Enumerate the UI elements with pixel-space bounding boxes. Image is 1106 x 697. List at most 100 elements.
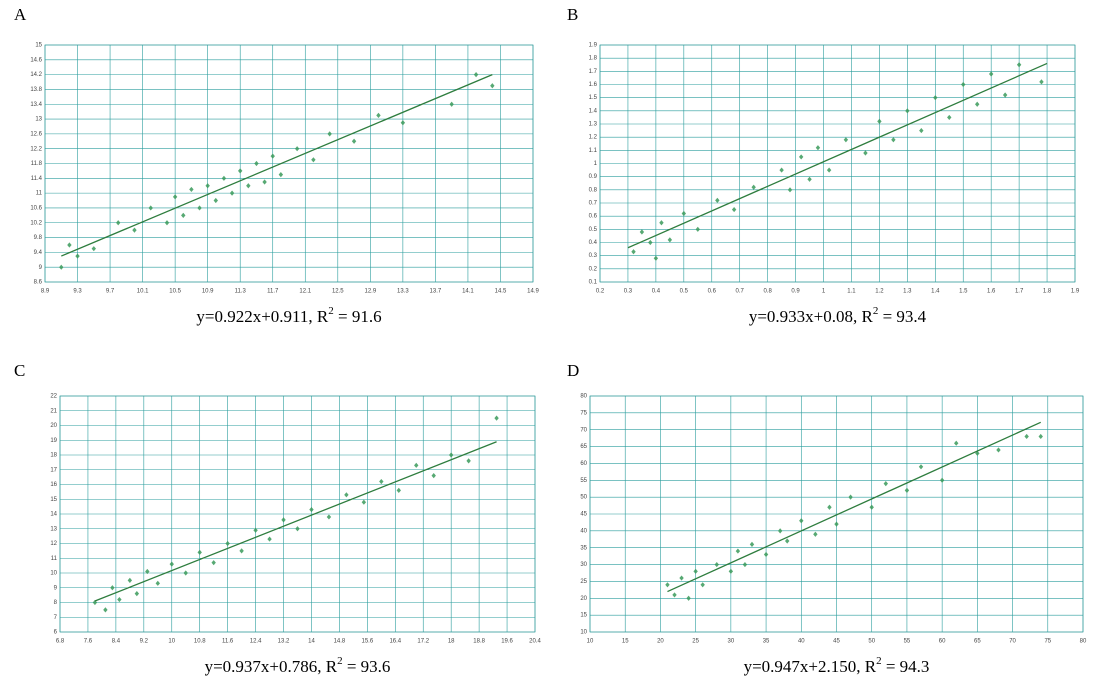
point xyxy=(918,464,924,470)
x-tick-label: 0.8 xyxy=(763,289,772,295)
point xyxy=(400,120,406,126)
point xyxy=(148,205,153,211)
x-tick-label: 12.1 xyxy=(299,289,311,295)
x-tick-label: 12.5 xyxy=(332,289,344,295)
y-tick-label: 10.2 xyxy=(30,220,42,226)
point xyxy=(431,473,436,479)
point xyxy=(225,540,230,547)
x-tick-label: 65 xyxy=(974,639,981,645)
point xyxy=(975,101,980,107)
x-tick-label: 0.2 xyxy=(596,289,605,295)
equation-superscript: 2 xyxy=(328,305,334,317)
x-tick-label: 50 xyxy=(868,639,875,645)
y-tick-label: 10.6 xyxy=(30,206,42,212)
point xyxy=(281,517,286,523)
equation-superscript: 2 xyxy=(337,655,343,667)
y-tick-label: 11.8 xyxy=(31,161,43,167)
y-tick-label: 1.3 xyxy=(589,122,598,128)
point xyxy=(834,521,839,527)
point xyxy=(327,131,332,137)
point xyxy=(813,531,818,537)
x-tick-label: 75 xyxy=(1044,639,1051,645)
point xyxy=(648,239,653,246)
point xyxy=(267,536,272,542)
point xyxy=(777,528,783,534)
point xyxy=(679,575,684,581)
x-tick-label: 10.8 xyxy=(194,639,206,645)
y-tick-label: 12.2 xyxy=(30,146,42,152)
point xyxy=(939,477,945,483)
point xyxy=(815,145,821,151)
point xyxy=(213,197,218,204)
y-tick-label: 22 xyxy=(50,394,57,400)
x-tick-label: 45 xyxy=(833,639,840,645)
equation: y=0.922x+0.911, R2 = 91.6 xyxy=(196,305,381,326)
x-tick-label: 18 xyxy=(448,639,455,645)
point xyxy=(448,452,454,458)
point xyxy=(700,582,705,588)
point xyxy=(785,538,790,544)
y-tick-label: 25 xyxy=(580,579,587,585)
panel-label: A xyxy=(14,5,27,24)
point xyxy=(169,561,174,567)
y-tick-label: 8.6 xyxy=(34,280,43,286)
point xyxy=(961,81,966,88)
x-tick-label: 0.6 xyxy=(708,289,717,295)
point xyxy=(891,137,896,143)
x-tick-label: 1.5 xyxy=(959,289,968,295)
point xyxy=(494,415,499,421)
point xyxy=(672,592,677,598)
x-tick-label: 13.2 xyxy=(278,639,290,645)
point xyxy=(270,153,275,159)
point xyxy=(919,127,924,134)
y-tick-label: 0.9 xyxy=(589,174,598,180)
x-tick-label: 1.8 xyxy=(1043,289,1052,295)
point xyxy=(681,210,687,217)
y-tick-label: 16 xyxy=(50,482,57,488)
equation-text: y=0.947x+2.150, R xyxy=(744,657,877,676)
point xyxy=(197,549,202,555)
panel-label: C xyxy=(14,361,25,380)
y-tick-label: 17 xyxy=(50,467,57,473)
x-tick-label: 10 xyxy=(587,639,594,645)
y-tick-label: 0.2 xyxy=(589,266,598,272)
point xyxy=(693,568,698,574)
x-tick-label: 0.5 xyxy=(680,289,689,295)
x-tick-label: 14.5 xyxy=(495,289,507,295)
x-tick-label: 80 xyxy=(1080,639,1087,645)
x-tick-label: 0.7 xyxy=(736,289,745,295)
equation-text: y=0.937x+0.786, R xyxy=(205,657,338,676)
x-tick-label: 12.4 xyxy=(250,639,262,645)
y-tick-label: 35 xyxy=(580,545,587,551)
y-tick-label: 6 xyxy=(54,630,58,636)
y-tick-label: 13.8 xyxy=(30,87,42,93)
x-tick-label: 15.6 xyxy=(362,639,374,645)
fit-line xyxy=(94,441,497,602)
point xyxy=(116,220,121,226)
point xyxy=(742,561,748,568)
point xyxy=(155,580,160,586)
x-tick-label: 11.7 xyxy=(267,289,279,295)
y-tick-label: 13 xyxy=(50,526,57,532)
x-tick-label: 19.6 xyxy=(501,639,513,645)
x-tick-label: 20 xyxy=(657,639,664,645)
x-tick-label: 20.4 xyxy=(529,639,541,645)
point xyxy=(667,237,673,243)
x-tick-label: 11.3 xyxy=(235,289,247,295)
y-tick-label: 1.8 xyxy=(589,56,598,62)
point xyxy=(449,101,454,107)
point xyxy=(1038,433,1043,440)
x-tick-label: 1.6 xyxy=(987,289,996,295)
point xyxy=(751,184,756,190)
y-tick-label: 75 xyxy=(580,410,587,416)
x-tick-label: 8.9 xyxy=(41,289,50,295)
y-tick-label: 7 xyxy=(54,615,58,621)
y-tick-label: 8 xyxy=(54,600,58,606)
x-tick-label: 1.2 xyxy=(875,289,884,295)
x-tick-label: 9.7 xyxy=(106,289,115,295)
y-tick-label: 10 xyxy=(580,630,587,636)
y-tick-label: 1.2 xyxy=(589,135,598,141)
y-tick-label: 20 xyxy=(580,596,587,602)
